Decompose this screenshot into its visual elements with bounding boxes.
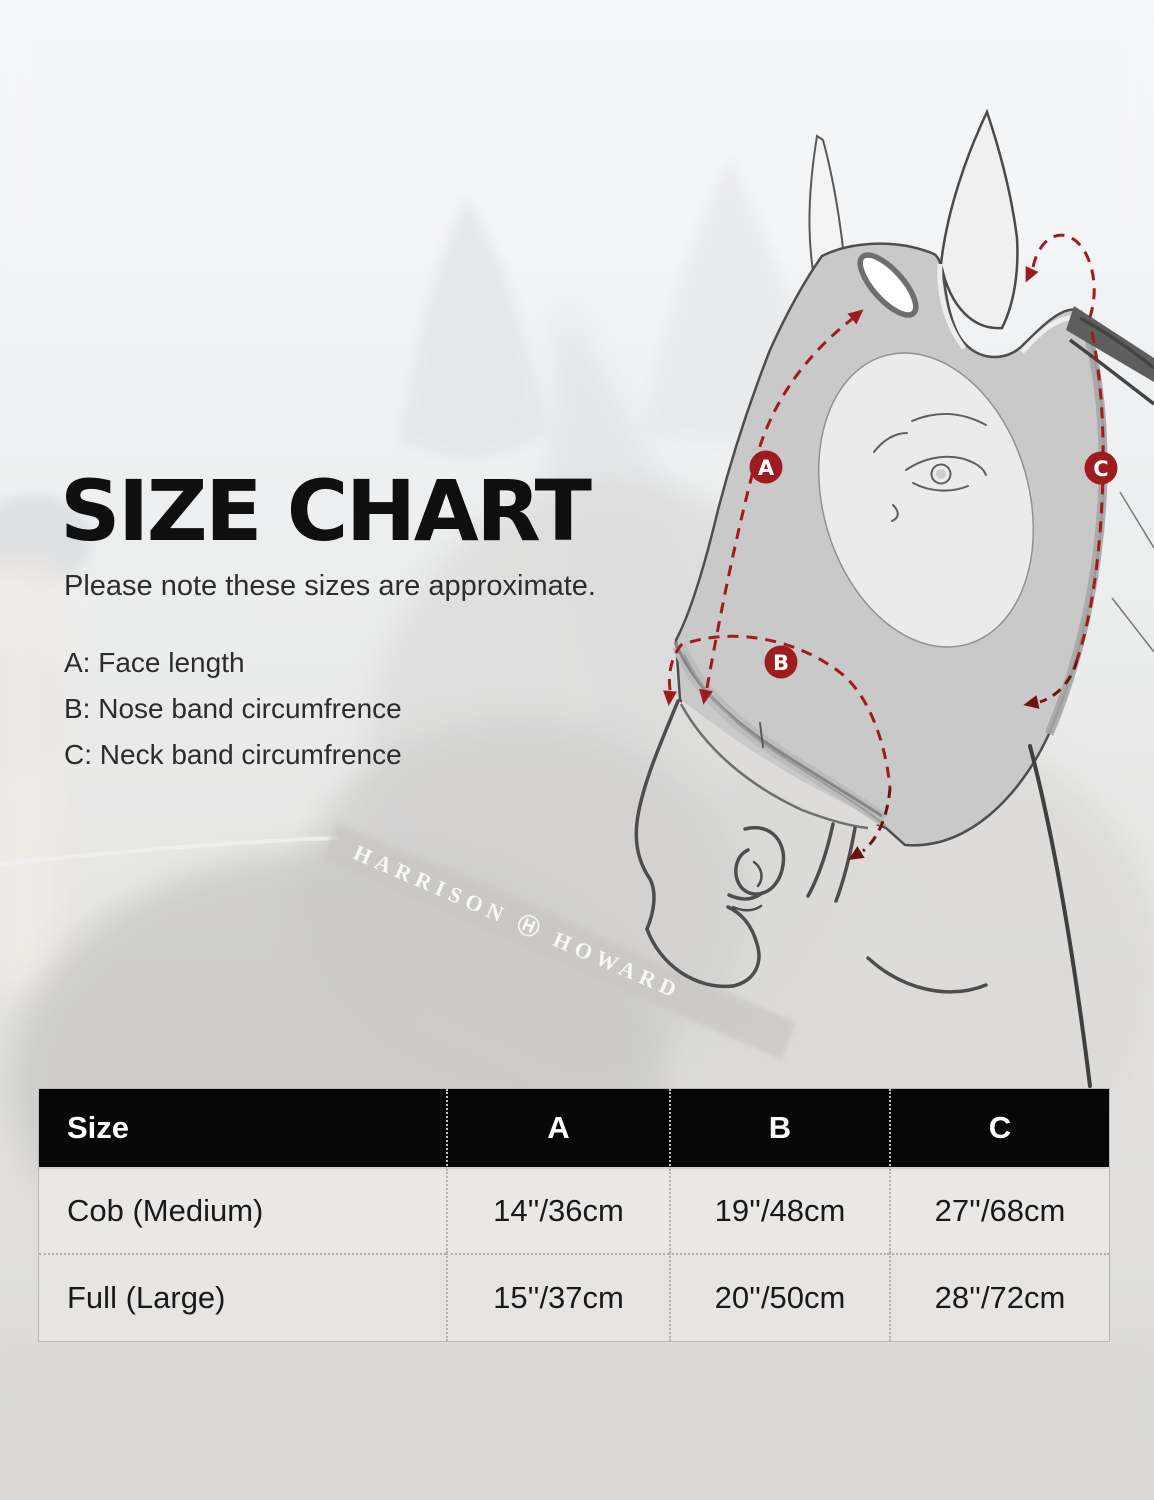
size-chart-table: Size A B C Cob (Medium) 14''/36cm 19''/4… bbox=[38, 1088, 1110, 1342]
table-header-c: C bbox=[889, 1089, 1109, 1169]
faded-horse-neck bbox=[650, 725, 1154, 1195]
mane-wisp bbox=[1066, 306, 1154, 382]
mane-wisp-line bbox=[1079, 316, 1154, 370]
muzzle-drawing bbox=[634, 699, 1092, 1088]
badge-c-label: C bbox=[1093, 457, 1108, 481]
bottom-shade bbox=[0, 1345, 1154, 1500]
faded-horse-ear-left bbox=[398, 196, 548, 460]
table-cell-size-full: Full (Large) bbox=[39, 1253, 446, 1341]
legend-item-a: A: Face length bbox=[64, 647, 245, 678]
nose-band-edge-top bbox=[673, 641, 883, 818]
measurement-arrowheads bbox=[663, 266, 1040, 860]
table-cell-full-a: 15''/37cm bbox=[446, 1253, 669, 1341]
table-cell-full-c: 28''/72cm bbox=[889, 1253, 1109, 1341]
table-header-size: Size bbox=[39, 1089, 446, 1169]
badge-a-label: A bbox=[758, 456, 775, 480]
bridle-strap bbox=[322, 822, 796, 1060]
table-header-b: B bbox=[669, 1089, 889, 1169]
arrow-b-hook bbox=[848, 846, 865, 860]
table-cell-cob-a: 14''/36cm bbox=[446, 1169, 669, 1253]
table-cell-full-b: 20''/50cm bbox=[669, 1253, 889, 1341]
badge-b-label: B bbox=[773, 651, 789, 675]
arrow-a-bottom bbox=[699, 688, 713, 705]
approximate-note: Please note these sizes are approximate. bbox=[64, 570, 596, 602]
warm-light-strip bbox=[0, 560, 60, 990]
arrow-c-hook bbox=[1023, 695, 1040, 709]
table-cell-size-cob: Cob (Medium) bbox=[39, 1169, 446, 1253]
faded-rein-line bbox=[0, 836, 339, 866]
badge-a-circle bbox=[749, 450, 783, 484]
nose-opening-rim bbox=[679, 703, 869, 830]
arrow-c-arch bbox=[1025, 266, 1039, 283]
arrow-a-top bbox=[847, 309, 864, 325]
table-cell-cob-c: 27''/68cm bbox=[889, 1169, 1109, 1253]
page-title: SIZE CHART bbox=[60, 462, 592, 560]
nose-opening bbox=[682, 700, 884, 828]
measurement-legend: A: Face length B: Nose band circumfrence… bbox=[64, 640, 402, 778]
measurement-hooks bbox=[862, 659, 1079, 853]
nose-band-edge-bottom bbox=[683, 653, 887, 827]
measure-line-c-arch bbox=[1031, 233, 1096, 318]
measure-hook-c bbox=[1039, 659, 1079, 704]
badge-b-circle bbox=[764, 645, 798, 679]
horse-right-ear bbox=[939, 108, 1019, 330]
table-header-a: A bbox=[446, 1089, 669, 1169]
badge-c-circle bbox=[1084, 451, 1118, 485]
legend-item-b: B: Nose band circumfrence bbox=[64, 693, 402, 724]
forelock-hole bbox=[857, 252, 919, 318]
legend-item-c: C: Neck band circumfrence bbox=[64, 739, 402, 770]
eye-mesh-panel bbox=[817, 352, 1035, 648]
measurement-badges: A B C bbox=[749, 450, 1118, 679]
mane-strand-line bbox=[1111, 597, 1154, 653]
mane-strand-line bbox=[1119, 491, 1154, 549]
measure-hook-b bbox=[862, 787, 892, 853]
horse-eye-drawing bbox=[873, 412, 987, 522]
mane-wisp-line bbox=[1068, 338, 1154, 406]
arrow-b-left bbox=[663, 690, 677, 706]
ear-hole-rim bbox=[937, 263, 966, 350]
table-cell-cob-b: 19''/48cm bbox=[669, 1169, 889, 1253]
measure-line-b bbox=[667, 634, 892, 789]
